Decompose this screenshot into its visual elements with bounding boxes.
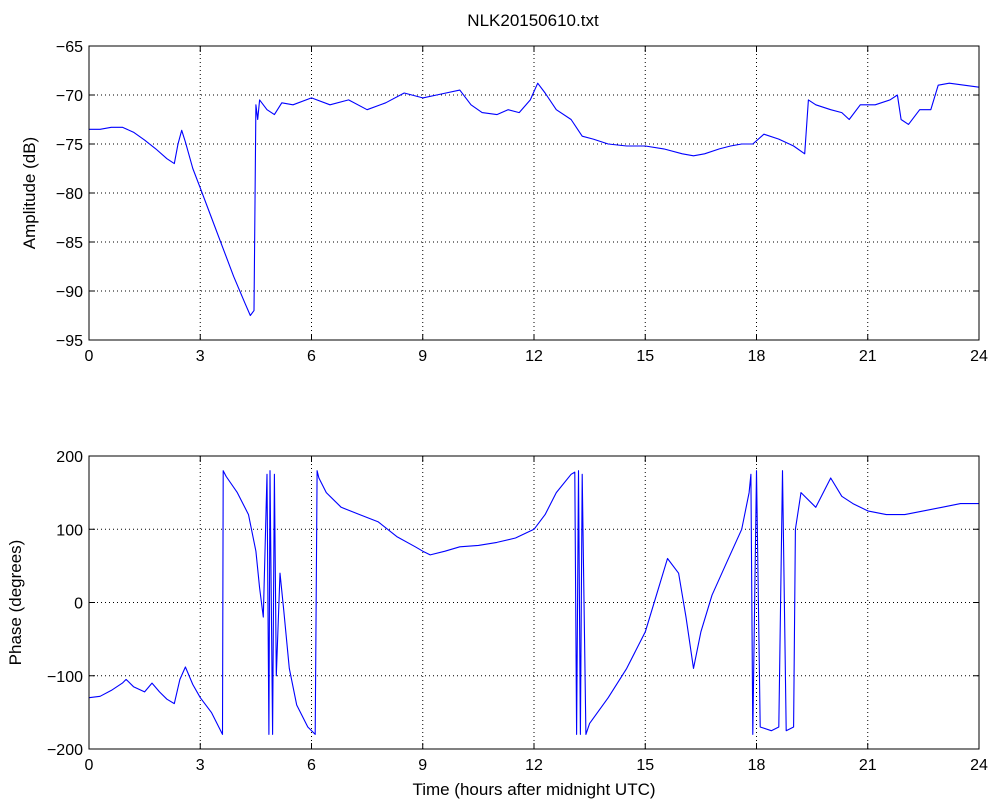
x-tick-label: 18 bbox=[748, 348, 766, 365]
y-tick-label: 0 bbox=[74, 596, 83, 613]
y-axis-title: Phase (degrees) bbox=[6, 540, 25, 666]
x-axis-title: Time (hours after midnight UTC) bbox=[412, 780, 655, 799]
x-tick-label: 12 bbox=[525, 348, 543, 365]
x-tick-label: 3 bbox=[196, 348, 205, 365]
y-tick-label: −90 bbox=[56, 284, 83, 301]
y-tick-label: −200 bbox=[47, 742, 83, 759]
y-tick-label: −80 bbox=[56, 186, 83, 203]
x-tick-label: 9 bbox=[418, 348, 427, 365]
x-tick-label: 12 bbox=[525, 757, 543, 774]
y-tick-label: −95 bbox=[56, 333, 83, 350]
x-tick-label: 3 bbox=[196, 757, 205, 774]
x-tick-label: 18 bbox=[748, 757, 766, 774]
data-series-line bbox=[88, 470, 979, 735]
y-axis-title: Amplitude (dB) bbox=[20, 137, 39, 249]
phase-plot: 0 3 6 9 12 15 18 21 24 −200 −100 0 100 200 Phase (degr… bbox=[6, 449, 988, 799]
x-tick-label: 15 bbox=[636, 348, 654, 365]
y-tick-label: −100 bbox=[47, 669, 83, 686]
y-tick-label: −75 bbox=[56, 137, 83, 154]
x-tick-label: 0 bbox=[85, 348, 94, 365]
y-tick-label: −70 bbox=[56, 88, 83, 105]
x-tick-label: 9 bbox=[418, 757, 427, 774]
x-tick-label: 0 bbox=[85, 757, 94, 774]
x-tick-label: 15 bbox=[636, 757, 654, 774]
y-tick-label: 200 bbox=[56, 449, 83, 466]
x-tick-label: 24 bbox=[970, 348, 988, 365]
x-tick-label: 24 bbox=[970, 757, 988, 774]
x-tick-label: 21 bbox=[859, 348, 877, 365]
data-series-line bbox=[89, 82, 980, 317]
y-tick-label: 100 bbox=[56, 522, 83, 539]
y-tick-label: −85 bbox=[56, 235, 83, 252]
x-tick-label: 6 bbox=[307, 348, 316, 365]
x-tick-label: 21 bbox=[859, 757, 877, 774]
y-tick-label: −65 bbox=[56, 39, 83, 56]
chart-title: NLK20150610.txt bbox=[467, 11, 599, 30]
amplitude-plot: 0 3 6 9 12 15 18 21 24 −95 −90 −85 −80 −75 −70 −65 Ampli… bbox=[20, 39, 988, 365]
x-tick-label: 6 bbox=[307, 757, 316, 774]
